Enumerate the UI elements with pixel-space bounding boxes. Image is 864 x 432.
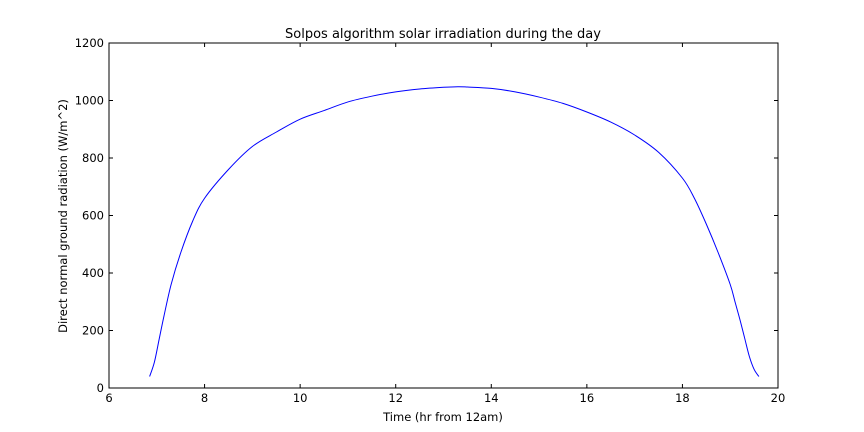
y-tick-label: 800 <box>82 151 104 165</box>
y-tick-label: 1200 <box>75 36 104 50</box>
x-tick-label: 16 <box>580 391 595 405</box>
y-axis-label: Direct normal ground radiation (W/m^2) <box>56 99 70 333</box>
x-tick-label: 20 <box>771 391 786 405</box>
y-tick-label: 1000 <box>75 94 104 108</box>
y-tick-label: 200 <box>82 324 104 338</box>
chart-title: Solpos algorithm solar irradiation durin… <box>285 27 601 42</box>
x-tick-label: 6 <box>105 391 112 405</box>
x-tick-label: 18 <box>675 391 690 405</box>
x-tick-label: 14 <box>484 391 499 405</box>
y-tick-label: 400 <box>82 266 104 280</box>
x-axis-label: Time (hr from 12am) <box>382 410 503 424</box>
y-tick-label: 0 <box>97 381 104 395</box>
series-layer <box>149 86 760 377</box>
x-tick-label: 10 <box>293 391 308 405</box>
series-line-0 <box>149 86 760 377</box>
x-tick-label: 12 <box>388 391 403 405</box>
plot-area-frame <box>108 42 779 389</box>
x-tick-label: 8 <box>201 391 208 405</box>
y-tick-label: 600 <box>82 209 104 223</box>
